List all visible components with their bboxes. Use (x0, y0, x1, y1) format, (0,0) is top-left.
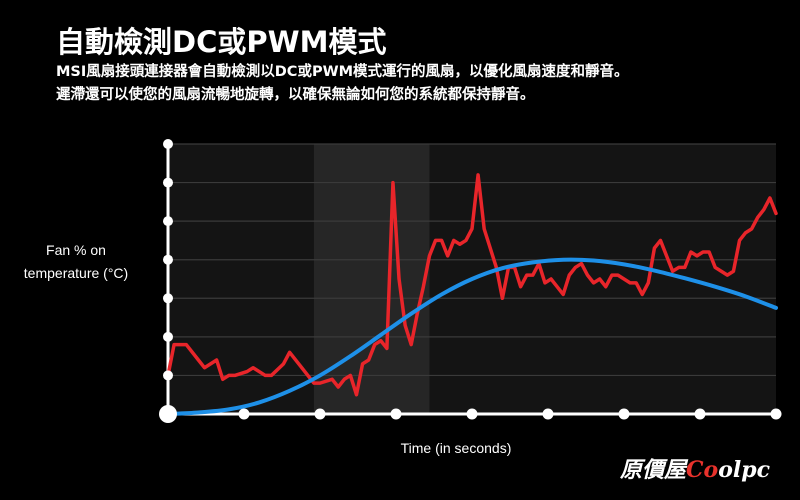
y-tick-dot (163, 139, 173, 149)
series-lines (166, 173, 778, 416)
highlight-band (313, 144, 430, 414)
temperature-line (166, 173, 778, 397)
description-line-1: MSI風扇接頭連接器會自動檢測以DC或PWM模式運行的風扇，以優化風扇速度和靜音… (56, 64, 629, 80)
y-axis-label-line-2: temperature (°C) (24, 265, 128, 281)
x-tick-dot (466, 408, 478, 420)
y-tick-dot (163, 331, 173, 342)
y-tick-dot (163, 177, 173, 188)
x-tick-dot (694, 408, 706, 420)
y-tick-dot (163, 293, 173, 304)
page-title: 自動檢測DC或PWM模式 (56, 25, 387, 59)
origin-dot (159, 405, 177, 423)
watermark-logo: 原價屋Coolpc (620, 452, 770, 484)
fan-curve-line (166, 257, 778, 416)
description-line-2: 遲滯還可以使您的風扇流暢地旋轉，以確保無論如何您的系統都保持靜音。 (56, 87, 535, 103)
watermark-text-part2: olpc (718, 457, 770, 483)
axis-tick-markers (159, 139, 782, 423)
y-tick-dot (163, 370, 173, 381)
x-tick-dot (618, 408, 630, 420)
x-tick-dot (238, 408, 250, 420)
x-tick-dot (314, 408, 326, 420)
watermark-text-part1: 原價屋 (619, 457, 686, 483)
x-tick-dot (770, 408, 782, 420)
x-axis-label: Time (in seconds) (401, 440, 512, 456)
y-tick-dot (163, 216, 173, 227)
x-tick-dot (542, 408, 554, 420)
watermark-text-accent: Co (686, 457, 719, 483)
x-tick-dot (390, 408, 402, 420)
y-tick-dot (163, 254, 173, 265)
y-axis-label-line-1: Fan % on (46, 242, 106, 258)
